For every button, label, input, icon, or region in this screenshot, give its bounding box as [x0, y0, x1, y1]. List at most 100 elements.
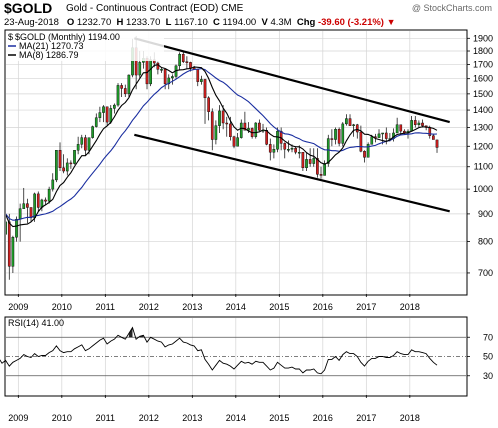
chart-description: Gold - Continuous Contract (EOD) CME — [66, 3, 243, 14]
candle — [167, 74, 171, 90]
legend-ma8-label: MA(8) 1286.79 — [19, 50, 79, 60]
candle — [312, 148, 316, 167]
candle-body-down — [268, 144, 272, 153]
candle — [395, 117, 399, 134]
rsi-time-tick-label: 2014 — [226, 413, 246, 423]
candle — [268, 138, 272, 161]
time-tick-label: 2018 — [400, 302, 420, 312]
trend-channel — [134, 37, 450, 213]
candle-body-up — [290, 148, 294, 150]
candle-body-down — [316, 158, 319, 175]
candle-body-up — [236, 137, 239, 147]
candle-body-down — [221, 110, 225, 124]
candle-body-up — [33, 193, 36, 219]
rsi-time-tick-label: 2018 — [400, 413, 420, 423]
candle-body-down — [123, 88, 127, 95]
candle — [22, 187, 26, 209]
rsi-time-tick-label: 2013 — [182, 413, 202, 423]
candle — [330, 129, 334, 147]
candle-body-up — [272, 149, 276, 153]
candle — [399, 124, 403, 135]
legend-ma8: MA(8) 1286.79 — [8, 50, 79, 60]
candle-body-down — [421, 122, 424, 126]
candle-body-down — [1, 210, 3, 234]
candle — [305, 152, 308, 172]
candle-body-down — [189, 62, 192, 69]
candle-body-down — [413, 120, 417, 125]
candle — [319, 166, 323, 179]
candle — [69, 160, 73, 169]
change-label: Chg — [296, 17, 316, 28]
candle-body-down — [232, 136, 236, 147]
candle — [18, 203, 22, 242]
candle-body-up — [73, 150, 76, 164]
high-label: H — [116, 17, 124, 28]
candle-body-up — [218, 110, 221, 126]
main-grid — [6, 31, 466, 294]
candle — [254, 122, 258, 139]
candle — [261, 123, 265, 133]
candle — [44, 197, 47, 205]
time-tick-label: 2017 — [356, 302, 376, 312]
candle — [214, 120, 218, 145]
candle-body-down — [301, 152, 305, 169]
candle-body-up — [395, 124, 399, 134]
candle — [181, 51, 185, 64]
candle-body-down — [319, 174, 323, 176]
candle — [1, 209, 3, 245]
candle-body-up — [76, 144, 80, 151]
rsi-tick-label: 30 — [483, 371, 493, 381]
candle-body-up — [326, 138, 330, 164]
high-value: 1233.70 — [126, 17, 161, 28]
quote-date: 23-Aug-2018 — [4, 17, 59, 28]
price-tick-label: 1200 — [473, 141, 493, 151]
candle-body-down — [163, 69, 167, 85]
candle — [323, 160, 326, 176]
moving-average-lines — [6, 64, 438, 228]
candle-body-up — [247, 128, 250, 131]
candle — [232, 135, 236, 149]
price-tick-label: 1600 — [473, 74, 493, 84]
price-tick-label: 1300 — [473, 122, 493, 132]
candle-body-up — [127, 74, 131, 95]
candle — [178, 52, 181, 71]
time-tick-label: 2010 — [52, 302, 72, 312]
rsi-tick-label: 70 — [483, 332, 493, 342]
candle — [156, 61, 160, 75]
candle-body-down — [337, 129, 341, 144]
rsi-time-tick-label: 2010 — [52, 413, 72, 423]
candle — [243, 111, 247, 131]
candle — [225, 116, 229, 137]
candle-body-down — [62, 167, 65, 172]
rsi-time-tick-label: 2009 — [8, 413, 28, 423]
candle-body-up — [11, 237, 15, 267]
down-arrow-icon: ▼ — [386, 17, 396, 27]
candle-body-down — [36, 193, 40, 208]
candle-body-down — [432, 135, 435, 140]
candle — [185, 56, 189, 69]
open-label: O — [66, 17, 75, 28]
candle-body-up — [305, 159, 308, 169]
candle-body-up — [80, 137, 84, 145]
candle-body-up — [102, 106, 105, 113]
candle-body-up — [381, 132, 384, 135]
candle-body-down — [29, 207, 33, 219]
rsi-time-tick-label: 2011 — [96, 413, 115, 423]
candle — [65, 158, 69, 176]
candle-body-up — [149, 59, 152, 85]
symbol-title: $GOLD — [4, 0, 53, 16]
candle-body-up — [87, 137, 91, 151]
candle-body-down — [435, 139, 439, 148]
rsi-polyline — [0, 326, 438, 375]
time-axis-main: 2009 2010 2011 2012 2013 2014 2015 2016 2017 2018 — [8, 294, 420, 312]
candle — [207, 96, 210, 121]
candle-body-down — [308, 159, 312, 164]
price-tick-label: 700 — [478, 268, 493, 278]
candle — [55, 150, 58, 183]
candle — [297, 145, 301, 159]
candle-body-up — [113, 104, 116, 109]
candle — [6, 221, 7, 235]
rsi-time-tick-label: 2012 — [139, 413, 159, 423]
candle-body-down — [348, 118, 352, 126]
